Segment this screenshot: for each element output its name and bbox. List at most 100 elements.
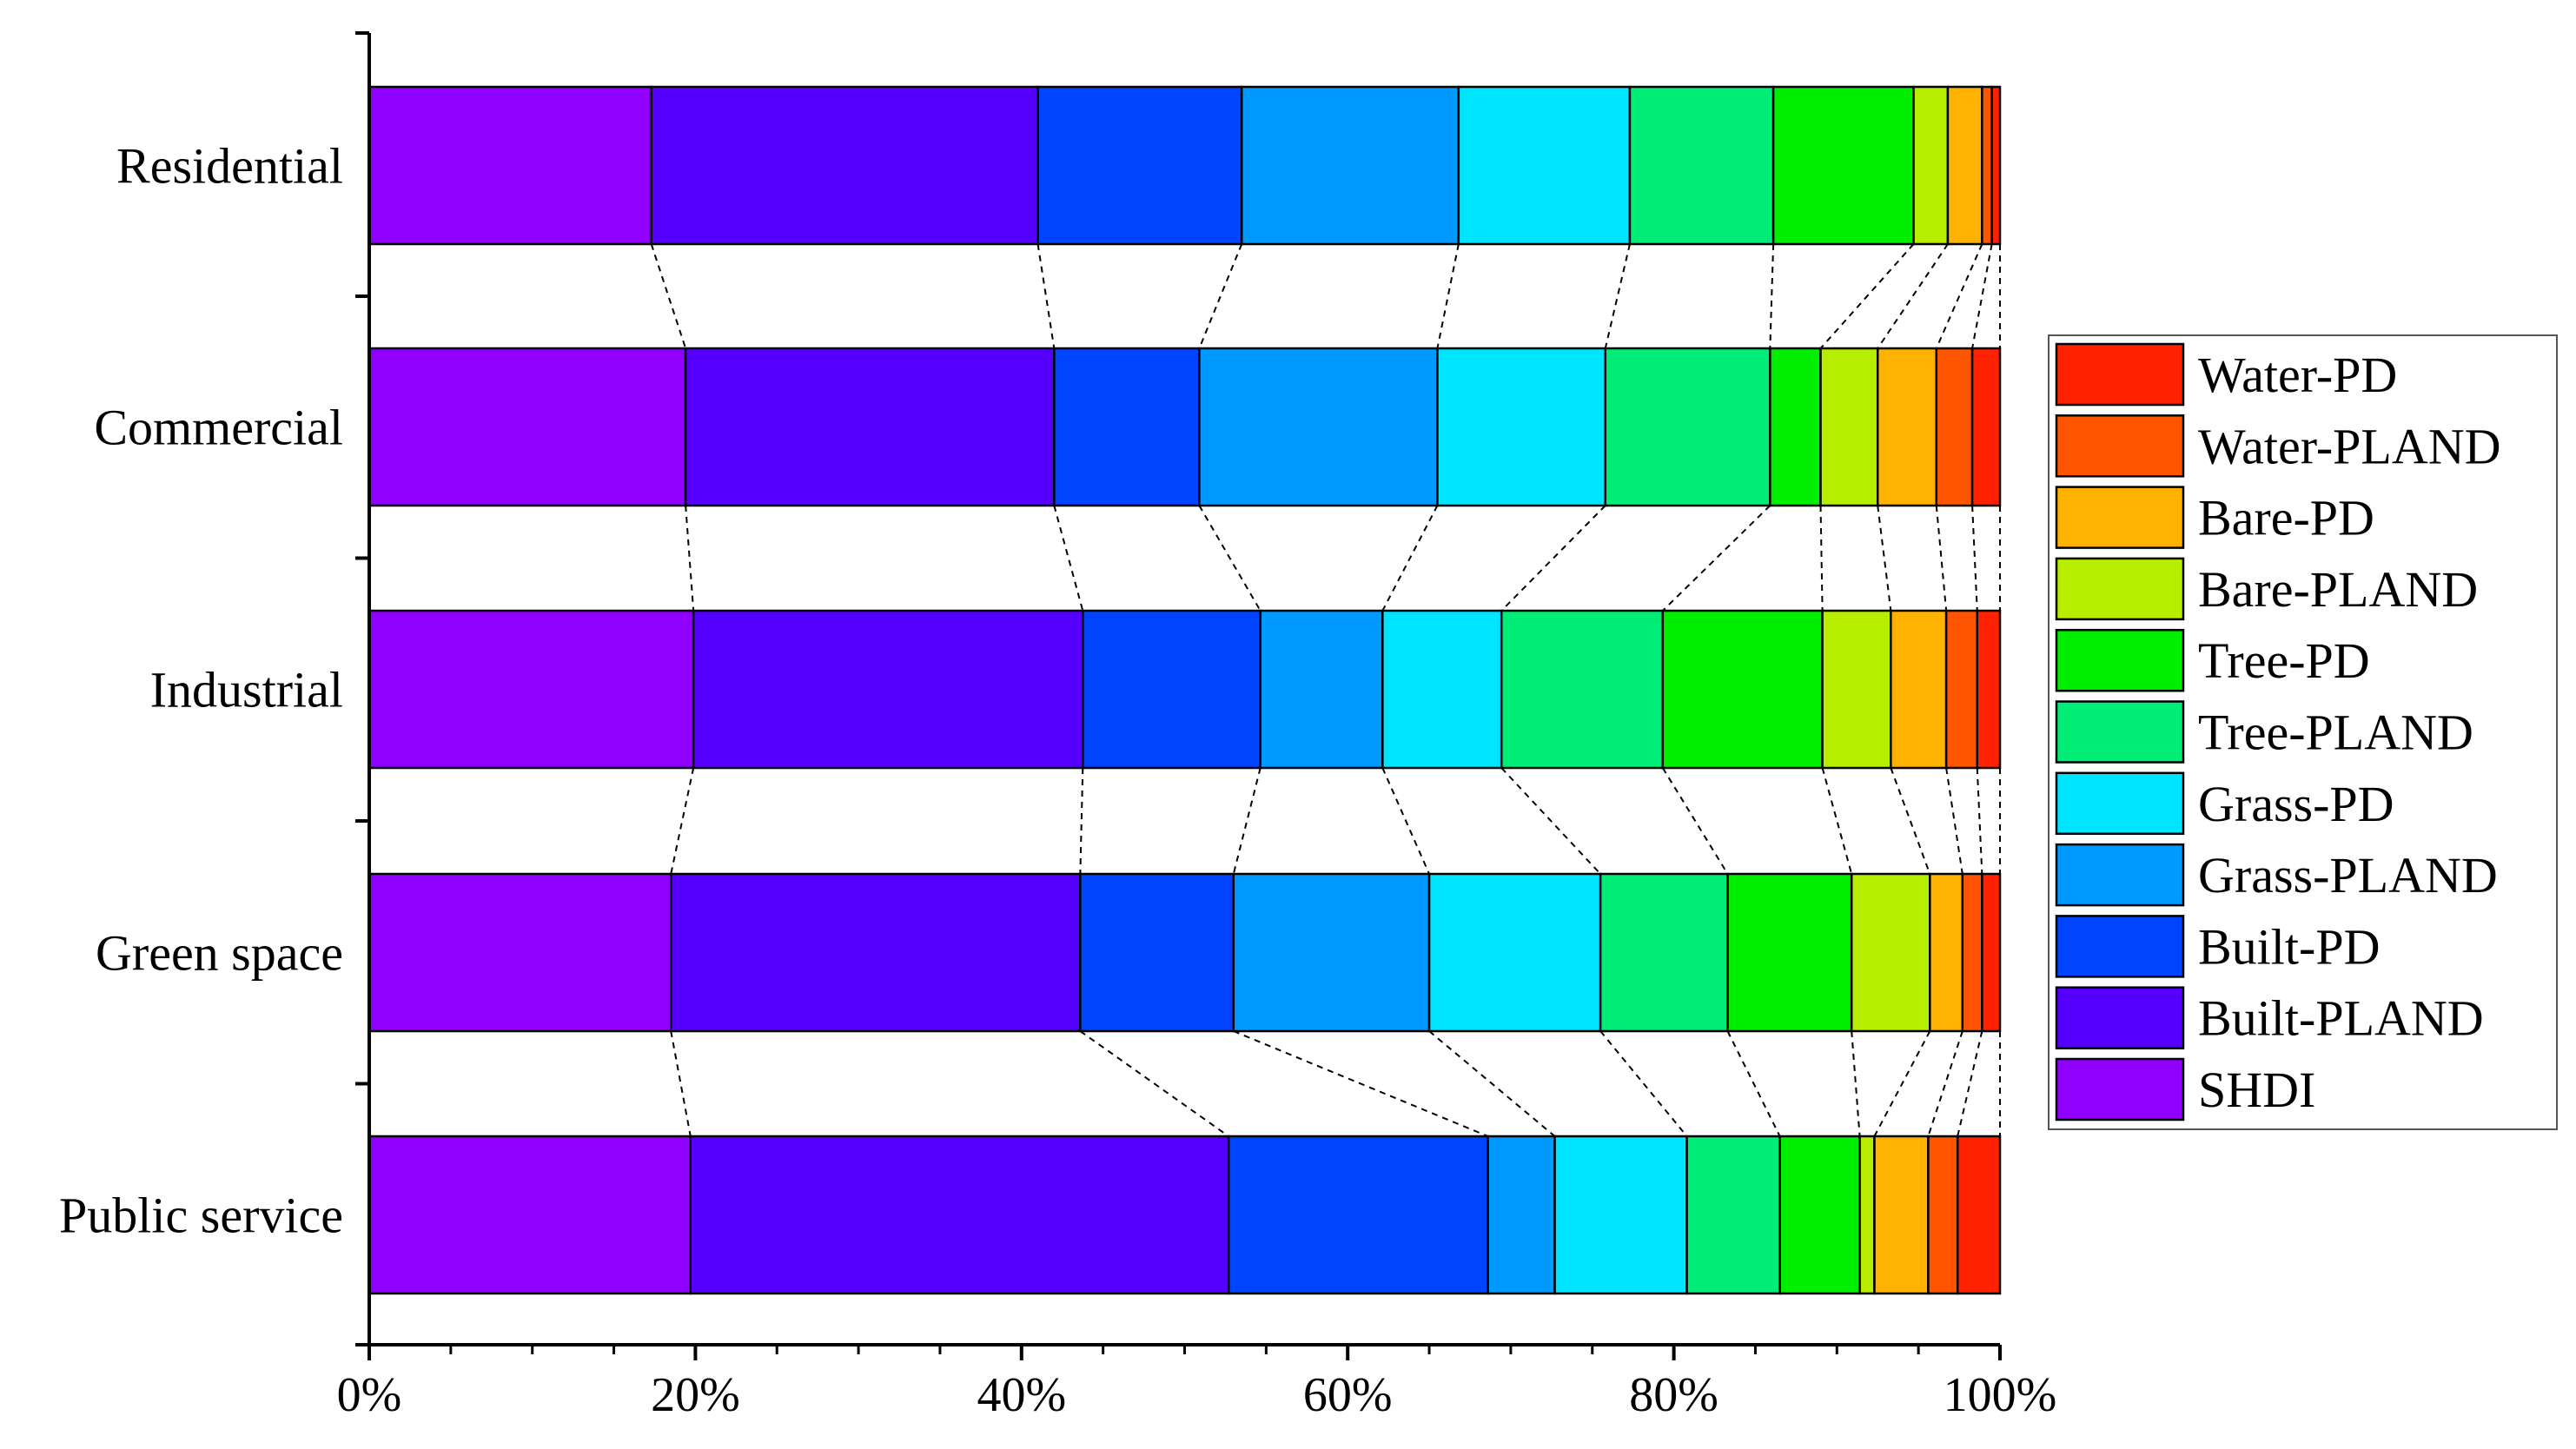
bar-green-space-tree-pd <box>1726 872 1853 1033</box>
bar-industrial-water-pd <box>1976 609 2002 770</box>
x-tick-label: 0% <box>337 1368 402 1422</box>
bar-commercial-tree-pland <box>1604 347 1771 507</box>
connector-line <box>1604 243 1631 349</box>
bar-public-service-tree-pd <box>1778 1135 1861 1295</box>
bar-residential-built-pland <box>650 85 1039 246</box>
connector-line <box>650 243 687 349</box>
x-tick-label: 40% <box>977 1368 1066 1422</box>
bar-green-space-shdi <box>368 872 672 1033</box>
connector-line <box>1935 243 1983 349</box>
legend-swatch-grass-pland <box>2055 843 2185 907</box>
connector-line <box>1890 767 1931 875</box>
bar-green-space-water-pland <box>1961 872 1983 1033</box>
x-tick-label: 20% <box>651 1368 740 1422</box>
legend-swatch-bare-pd <box>2055 486 2185 549</box>
connector-line <box>685 505 695 612</box>
bar-industrial-grass-pland <box>1259 609 1384 770</box>
bar-public-service-bare-pland <box>1858 1135 1876 1295</box>
connector-line <box>1927 1030 1963 1137</box>
bar-industrial-grass-pd <box>1381 609 1503 770</box>
bar-public-service-shdi <box>368 1135 692 1295</box>
connector-line <box>1198 243 1243 349</box>
connector-line <box>1661 767 1729 875</box>
connector-line <box>1500 767 1601 875</box>
bar-commercial-water-pd <box>1970 347 2002 507</box>
connector-line <box>1599 1030 1688 1137</box>
bar-industrial-water-pland <box>1944 609 1978 770</box>
connector-lines <box>650 243 2001 1137</box>
connector-line <box>1036 243 1056 349</box>
legend-label-tree-pd: Tree-PD <box>2198 632 2370 689</box>
connector-line <box>1428 1030 1556 1137</box>
bar-residential-built-pd <box>1036 85 1243 246</box>
category-label-commercial: Commercial <box>94 400 343 456</box>
legend-swatch-tree-pland <box>2055 700 2185 764</box>
bar-residential-shdi <box>368 85 652 246</box>
bar-residential-tree-pland <box>1628 85 1775 246</box>
bar-industrial-tree-pd <box>1661 609 1824 770</box>
connector-line <box>670 767 695 875</box>
connector-line <box>1436 243 1460 349</box>
bar-commercial-bare-pd <box>1876 347 1938 507</box>
bar-commercial-bare-pland <box>1819 347 1879 507</box>
connector-line <box>670 1030 692 1137</box>
category-labels: Residential Commercial Industrial Green spa… <box>59 138 343 1244</box>
connector-line <box>1381 767 1430 875</box>
legend-swatch-shdi <box>2055 1057 2185 1121</box>
connector-line <box>1198 505 1262 612</box>
legend-swatch-bare-pland <box>2055 557 2185 621</box>
bar-green-space-grass-pland <box>1232 872 1431 1033</box>
bar-public-service-water-pd <box>1956 1135 2002 1295</box>
legend-label-water-pd: Water-PD <box>2198 347 2397 403</box>
x-ticks: 0% 20% 40% 60% 80% 100% <box>337 1368 2057 1422</box>
bar-residential-grass-pland <box>1240 85 1460 246</box>
legend-label-bare-pd: Bare-PD <box>2198 490 2374 546</box>
legend-swatch-built-pd <box>2055 915 2185 978</box>
legend-label-grass-pd: Grass-PD <box>2198 776 2394 832</box>
bar-public-service-tree-pland <box>1685 1135 1781 1295</box>
category-label-industrial: Industrial <box>150 662 343 718</box>
category-label-residential: Residential <box>116 138 343 195</box>
x-tick-label: 100% <box>1944 1368 2057 1422</box>
bar-residential-tree-pd <box>1771 85 1915 246</box>
connector-line <box>1976 767 1983 875</box>
connector-line <box>1971 505 1978 612</box>
bar-public-service-grass-pd <box>1553 1135 1688 1295</box>
axes <box>355 31 2002 1360</box>
bar-commercial-grass-pland <box>1198 347 1439 507</box>
category-label-public-service: Public service <box>59 1188 343 1244</box>
connector-line <box>1053 505 1084 612</box>
bar-public-service-bare-pd <box>1873 1135 1930 1295</box>
legend-label-tree-pland: Tree-PLAND <box>2198 705 2473 761</box>
connector-line <box>1851 1030 1861 1137</box>
bar-industrial-shdi <box>368 609 695 770</box>
bar-commercial-shdi <box>368 347 687 507</box>
bar-industrial-bare-pd <box>1890 609 1948 770</box>
bars <box>368 85 2002 1295</box>
category-label-green-space: Green space <box>96 925 343 982</box>
legend-label-water-pland: Water-PLAND <box>2198 418 2501 474</box>
connector-line <box>1877 505 1892 612</box>
connector-line <box>1819 505 1824 612</box>
bar-commercial-built-pd <box>1053 347 1201 507</box>
bar-commercial-built-pland <box>684 347 1056 507</box>
connector-line <box>1381 505 1439 612</box>
bar-green-space-built-pland <box>669 872 1082 1033</box>
bar-public-service-water-pland <box>1927 1135 1959 1295</box>
connector-line <box>1873 1030 1931 1137</box>
bar-green-space-grass-pd <box>1427 872 1602 1033</box>
bar-residential-water-pland <box>1981 85 1993 246</box>
connector-line <box>1945 767 1963 875</box>
legend-swatch-built-pland <box>2055 986 2185 1049</box>
legend-label-built-pland: Built-PLAND <box>2198 990 2484 1047</box>
connector-line <box>1500 505 1606 612</box>
connector-line <box>1877 243 1949 349</box>
bar-residential-water-pd <box>1990 85 2002 246</box>
bar-industrial-built-pland <box>692 609 1084 770</box>
connector-line <box>1935 505 1948 612</box>
connector-line <box>1769 243 1775 349</box>
legend-swatch-water-pland <box>2055 414 2185 478</box>
bar-industrial-tree-pland <box>1500 609 1665 770</box>
bar-residential-grass-pd <box>1457 85 1632 246</box>
connector-line <box>1233 1030 1489 1137</box>
